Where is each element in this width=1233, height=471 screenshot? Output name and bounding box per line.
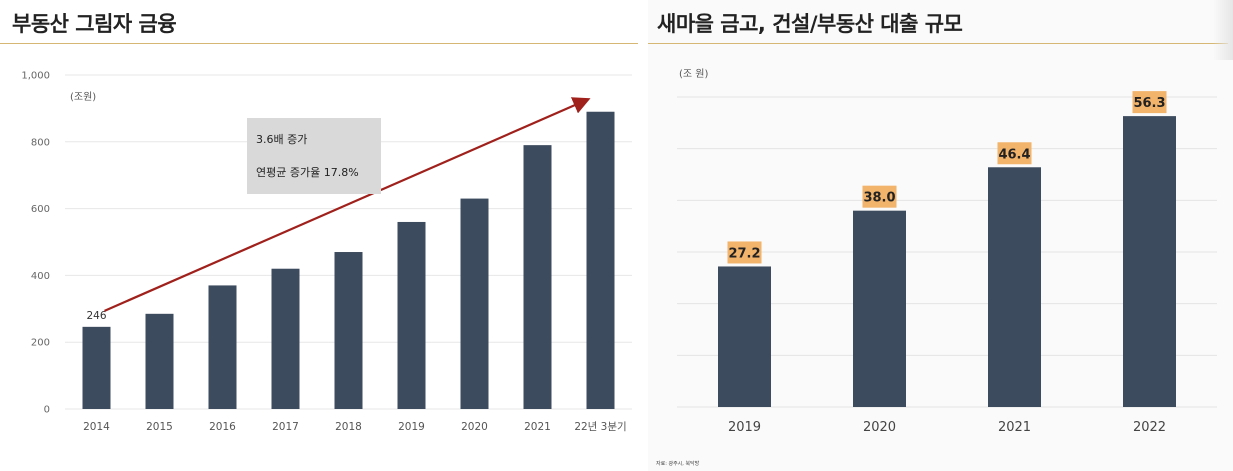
x-tick-label: 2019 — [728, 420, 761, 435]
bar-value-label: 56.3 — [1133, 96, 1165, 111]
bar-value-badge — [1132, 91, 1167, 114]
y-tick-label: 800 — [31, 137, 50, 148]
bar-value-label: 27.2 — [728, 246, 760, 261]
bar — [460, 198, 489, 409]
x-tick-label: 22년 3분기 — [574, 421, 626, 433]
bar-value-label: 246 — [86, 310, 106, 322]
left-chart-title: 부동산 그림자 금융 — [12, 12, 177, 36]
left-chart-panel: 부동산 그림자 금융 0 200 400 600 800 1,000 (조원) 2014 246… — [0, 0, 648, 471]
bar-value-badge — [997, 142, 1032, 165]
y-tick-label: 400 — [31, 271, 50, 282]
x-tick-label: 2021 — [524, 421, 551, 433]
bar — [397, 221, 426, 409]
bar-value-badge — [862, 185, 897, 208]
left-bar-chart: 0 200 400 600 800 1,000 (조원) 2014 246 2015 2016 201… — [21, 71, 632, 433]
right-bar-chart: (조 원) 27.2 2019 38.0 2020 46.4 2021 56.3 2022 — [677, 68, 1217, 435]
source-note: 자료: 광주시, 북닥방 — [656, 461, 700, 467]
right-chart-title: 새마을 금고, 건설/부동산 대출 규모 — [657, 12, 963, 36]
bar — [271, 268, 300, 409]
annotation-box — [247, 118, 381, 194]
left-title-divider — [0, 43, 638, 44]
y-tick-label: 200 — [31, 338, 50, 349]
right-chart-panel: 새마을 금고, 건설/부동산 대출 규모 (조 원) 27.2 2019 38.0 20… — [648, 0, 1233, 471]
x-tick-label: 2017 — [272, 421, 299, 433]
annotation-line-1: 3.6배 증가 — [256, 133, 307, 146]
bar — [718, 266, 771, 407]
growth-arrow — [104, 97, 591, 312]
x-tick-label: 2015 — [146, 421, 173, 433]
y-tick-label: 600 — [31, 204, 50, 215]
x-tick-label: 2022 — [1133, 420, 1166, 435]
y-unit-label: (조원) — [70, 91, 96, 103]
bar-value-label: 46.4 — [998, 147, 1030, 162]
bar — [145, 313, 174, 409]
bar-value-badge — [727, 241, 762, 264]
annotation-line-2: 연평균 증가율 17.8% — [256, 166, 359, 179]
bar — [523, 145, 552, 409]
y-unit-label: (조 원) — [679, 68, 708, 80]
bar — [208, 285, 237, 409]
bar — [586, 111, 615, 410]
bar — [988, 167, 1041, 407]
x-tick-label: 2014 — [83, 421, 110, 433]
x-tick-label: 2018 — [335, 421, 362, 433]
x-tick-label: 2016 — [209, 421, 236, 433]
y-tick-label: 1,000 — [21, 71, 50, 82]
x-tick-label: 2020 — [863, 420, 896, 435]
bar — [853, 210, 906, 407]
x-tick-label: 2021 — [998, 420, 1031, 435]
edge-shade — [1213, 0, 1233, 60]
bar — [82, 326, 111, 409]
x-tick-label: 2019 — [398, 421, 425, 433]
right-title-divider — [648, 43, 1228, 44]
y-tick-label: 0 — [44, 405, 50, 416]
bar — [334, 252, 363, 409]
bar-value-label: 38.0 — [863, 191, 895, 206]
bar — [1123, 116, 1176, 407]
x-tick-label: 2020 — [461, 421, 488, 433]
